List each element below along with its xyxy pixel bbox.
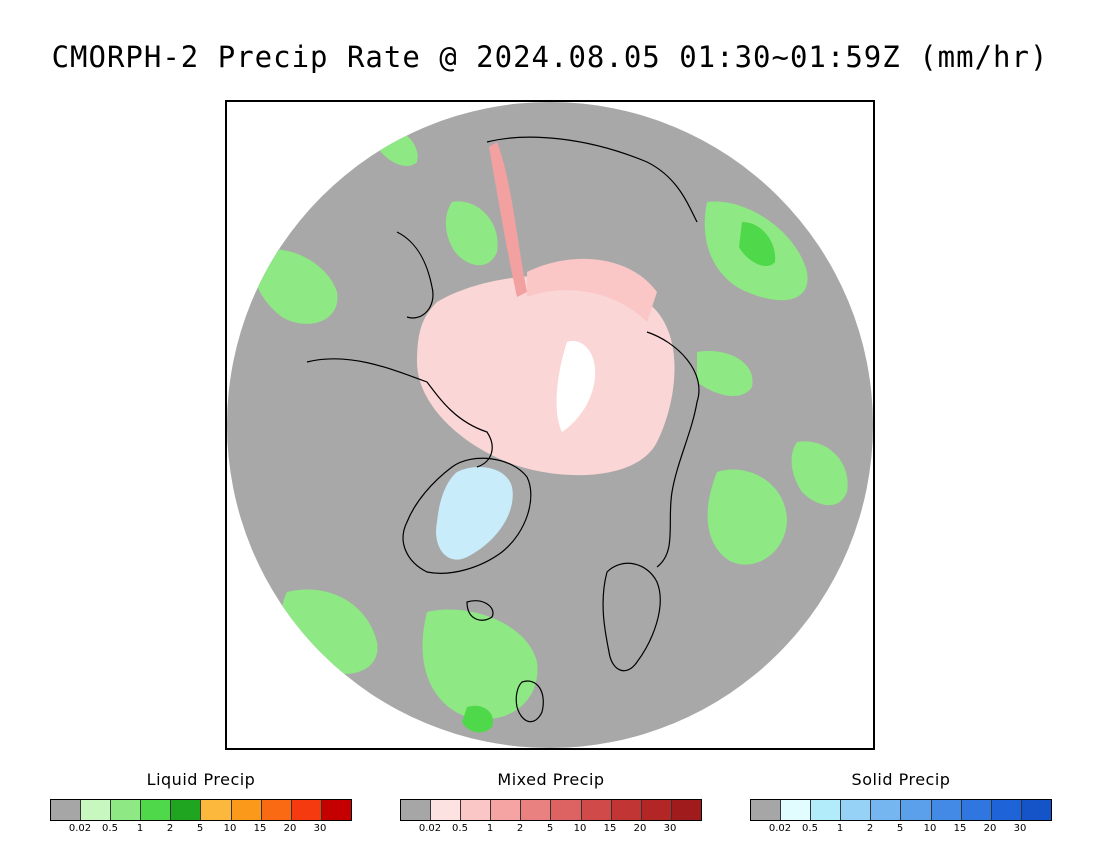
legend-swatch xyxy=(81,800,112,820)
mixed-precip-band xyxy=(489,142,527,297)
coast-russia xyxy=(646,331,700,568)
legend-liquid-colorbar xyxy=(50,799,352,821)
legend-swatch xyxy=(401,800,432,820)
legend-swatch xyxy=(461,800,492,820)
legend-tick-label: 30 xyxy=(1013,823,1027,834)
legend-swatch xyxy=(291,800,322,820)
legend-swatch xyxy=(871,800,902,820)
legend-tick-label: 5 xyxy=(896,823,904,834)
liquid-precip-w xyxy=(253,249,338,324)
solid-precip-greenland xyxy=(436,467,513,560)
legend-tick-label: 20 xyxy=(983,823,997,834)
legend-swatch xyxy=(111,800,142,820)
legend-swatch xyxy=(321,800,351,820)
legend-solid-label: Solid Precip xyxy=(851,770,951,789)
coast-siberia-n xyxy=(486,136,698,223)
legend-tick-label: 0.5 xyxy=(802,823,818,834)
mixed-precip-east xyxy=(527,258,657,322)
coast-scandinavia xyxy=(602,562,661,672)
legend-mixed: Mixed Precip 0.02 0.5 1 2 5 10 15 20 30 xyxy=(400,770,702,837)
legend-tick-label: 0.02 xyxy=(768,823,792,834)
legend-tick-label: 0.02 xyxy=(68,823,92,834)
legend-tick-label: 30 xyxy=(663,823,677,834)
legend-swatch xyxy=(1021,800,1051,820)
legend-solid: Solid Precip 0.02 0.5 1 2 5 10 15 20 30 xyxy=(750,770,1052,837)
legend-tick-label: 0.5 xyxy=(102,823,118,834)
coastlines xyxy=(306,136,700,723)
legend-tick-label: 1 xyxy=(486,823,494,834)
legend-swatch xyxy=(611,800,642,820)
legend-tick-label: 15 xyxy=(603,823,617,834)
polar-map-canvas xyxy=(227,102,873,748)
liquid-precip-far-e xyxy=(791,441,848,506)
legend-swatch xyxy=(811,800,842,820)
legend-swatch xyxy=(901,800,932,820)
legend-swatch xyxy=(261,800,292,820)
legend-swatch xyxy=(51,800,82,820)
legend-swatch xyxy=(231,800,262,820)
liquid-precip-n xyxy=(445,201,498,266)
legend-swatch xyxy=(991,800,1022,820)
legend-tick-label: 10 xyxy=(573,823,587,834)
legend-swatch xyxy=(491,800,522,820)
coast-alaska xyxy=(396,231,434,319)
legend-tick-label: 20 xyxy=(283,823,297,834)
legend-solid-colorbar xyxy=(750,799,1052,821)
liquid-precip-e xyxy=(697,351,753,397)
legend-tick-label: 2 xyxy=(866,823,874,834)
coast-iceland xyxy=(466,600,494,621)
legend-tick-label: 15 xyxy=(253,823,267,834)
legend-liquid-ticks: 0.02 0.5 1 2 5 10 15 20 30 xyxy=(50,823,350,837)
legend-tick-label: 5 xyxy=(196,823,204,834)
legend-tick-label: 10 xyxy=(923,823,937,834)
legend-swatch xyxy=(641,800,672,820)
legend-tick-label: 5 xyxy=(546,823,554,834)
legend-swatch xyxy=(671,800,701,820)
legend-swatch xyxy=(841,800,872,820)
legend-tick-label: 10 xyxy=(223,823,237,834)
legend-tick-label: 1 xyxy=(136,823,144,834)
legend-swatch xyxy=(201,800,232,820)
coast-greenland xyxy=(402,457,532,574)
legend-swatch xyxy=(521,800,552,820)
legend-swatch xyxy=(581,800,612,820)
legend-tick-label: 2 xyxy=(516,823,524,834)
liquid-precip-s xyxy=(422,609,538,720)
chart-title: CMORPH-2 Precip Rate @ 2024.08.05 01:30~… xyxy=(51,40,1049,74)
legend-tick-label: 0.02 xyxy=(418,823,442,834)
legend-swatch xyxy=(171,800,202,820)
legend-liquid-label: Liquid Precip xyxy=(146,770,256,789)
legend-tick-label: 30 xyxy=(313,823,327,834)
legend-liquid: Liquid Precip 0.02 0.5 1 2 5 10 15 20 30 xyxy=(50,770,352,837)
clear-patch-pole xyxy=(556,341,596,432)
mixed-precip-arctic xyxy=(417,275,675,476)
legend-mixed-colorbar xyxy=(400,799,702,821)
legend-tick-label: 1 xyxy=(836,823,844,834)
legend-swatch xyxy=(931,800,962,820)
coast-canada-arctic xyxy=(306,358,493,468)
liquid-precip-s-core xyxy=(462,705,493,733)
legend-tick-label: 20 xyxy=(633,823,647,834)
legend-mixed-ticks: 0.02 0.5 1 2 5 10 15 20 30 xyxy=(400,823,700,837)
liquid-precip-ne-core xyxy=(739,222,776,267)
polar-map xyxy=(225,100,875,750)
legend-solid-ticks: 0.02 0.5 1 2 5 10 15 20 30 xyxy=(750,823,1050,837)
legend-tick-label: 2 xyxy=(166,823,174,834)
legend-tick-label: 15 xyxy=(953,823,967,834)
legend-tick-label: 0.5 xyxy=(452,823,468,834)
liquid-precip-se xyxy=(707,469,787,565)
legend-swatch xyxy=(141,800,172,820)
legend-mixed-label: Mixed Precip xyxy=(497,770,605,789)
legend-swatch xyxy=(961,800,992,820)
legend-swatch xyxy=(751,800,782,820)
legend-swatch xyxy=(781,800,812,820)
legend-swatch xyxy=(431,800,462,820)
legend-swatch xyxy=(551,800,582,820)
coast-british-isles xyxy=(515,680,544,723)
